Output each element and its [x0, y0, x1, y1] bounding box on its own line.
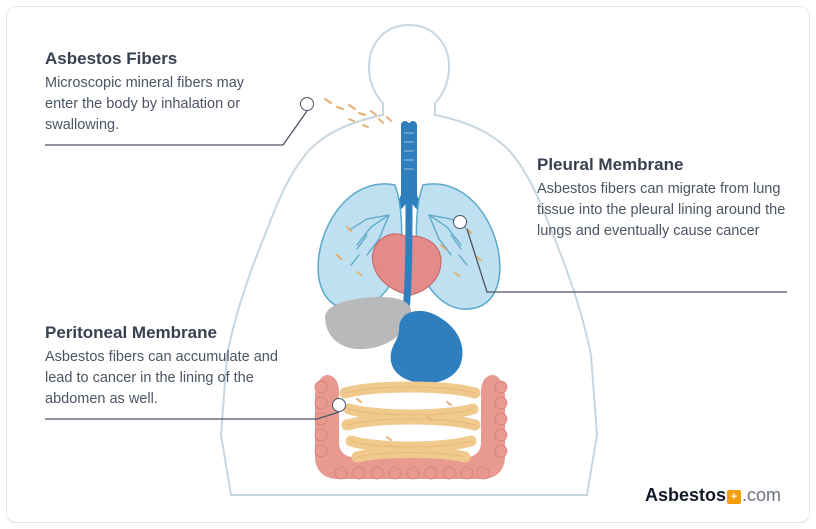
lung-right [416, 184, 499, 309]
lung-left [318, 184, 401, 309]
heart [372, 234, 441, 295]
logo-suffix: .com [742, 485, 781, 505]
stomach [391, 311, 463, 383]
callout-fibers-body: Microscopic mineral fibers may enter the… [45, 73, 275, 136]
lung-fibers [337, 227, 481, 276]
diagram-card: Asbestos Fibers Microscopic mineral fibe… [6, 6, 810, 523]
fiber-particles [325, 99, 391, 127]
callout-fibers-title: Asbestos Fibers [45, 49, 275, 69]
callout-peritoneal-body: Asbestos fibers can accumulate and lead … [45, 347, 290, 410]
logo-plus-icon: + [727, 490, 741, 504]
large-intestine [315, 375, 505, 479]
marker-peritoneal [332, 398, 346, 412]
esophagus [405, 195, 409, 319]
leader-peritoneal [45, 412, 339, 419]
callout-fibers: Asbestos Fibers Microscopic mineral fibe… [45, 49, 275, 136]
liver [325, 297, 411, 349]
callout-peritoneal: Peritoneal Membrane Asbestos fibers can … [45, 323, 290, 410]
trachea-stem [404, 123, 414, 195]
callout-peritoneal-title: Peritoneal Membrane [45, 323, 290, 343]
marker-fibers [300, 97, 314, 111]
logo-main: Asbestos [645, 485, 726, 505]
source-logo: Asbestos+.com [645, 485, 781, 506]
small-intestine [345, 387, 475, 457]
marker-pleural [453, 215, 467, 229]
abdomen-fibers [357, 399, 451, 440]
bronchi [351, 215, 467, 265]
body-outline [221, 25, 597, 495]
callout-pleural: Pleural Membrane Asbestos fibers can mig… [537, 155, 787, 242]
trachea [387, 125, 431, 215]
callout-pleural-body: Asbestos fibers can migrate from lung ti… [537, 179, 787, 242]
callout-pleural-title: Pleural Membrane [537, 155, 787, 175]
